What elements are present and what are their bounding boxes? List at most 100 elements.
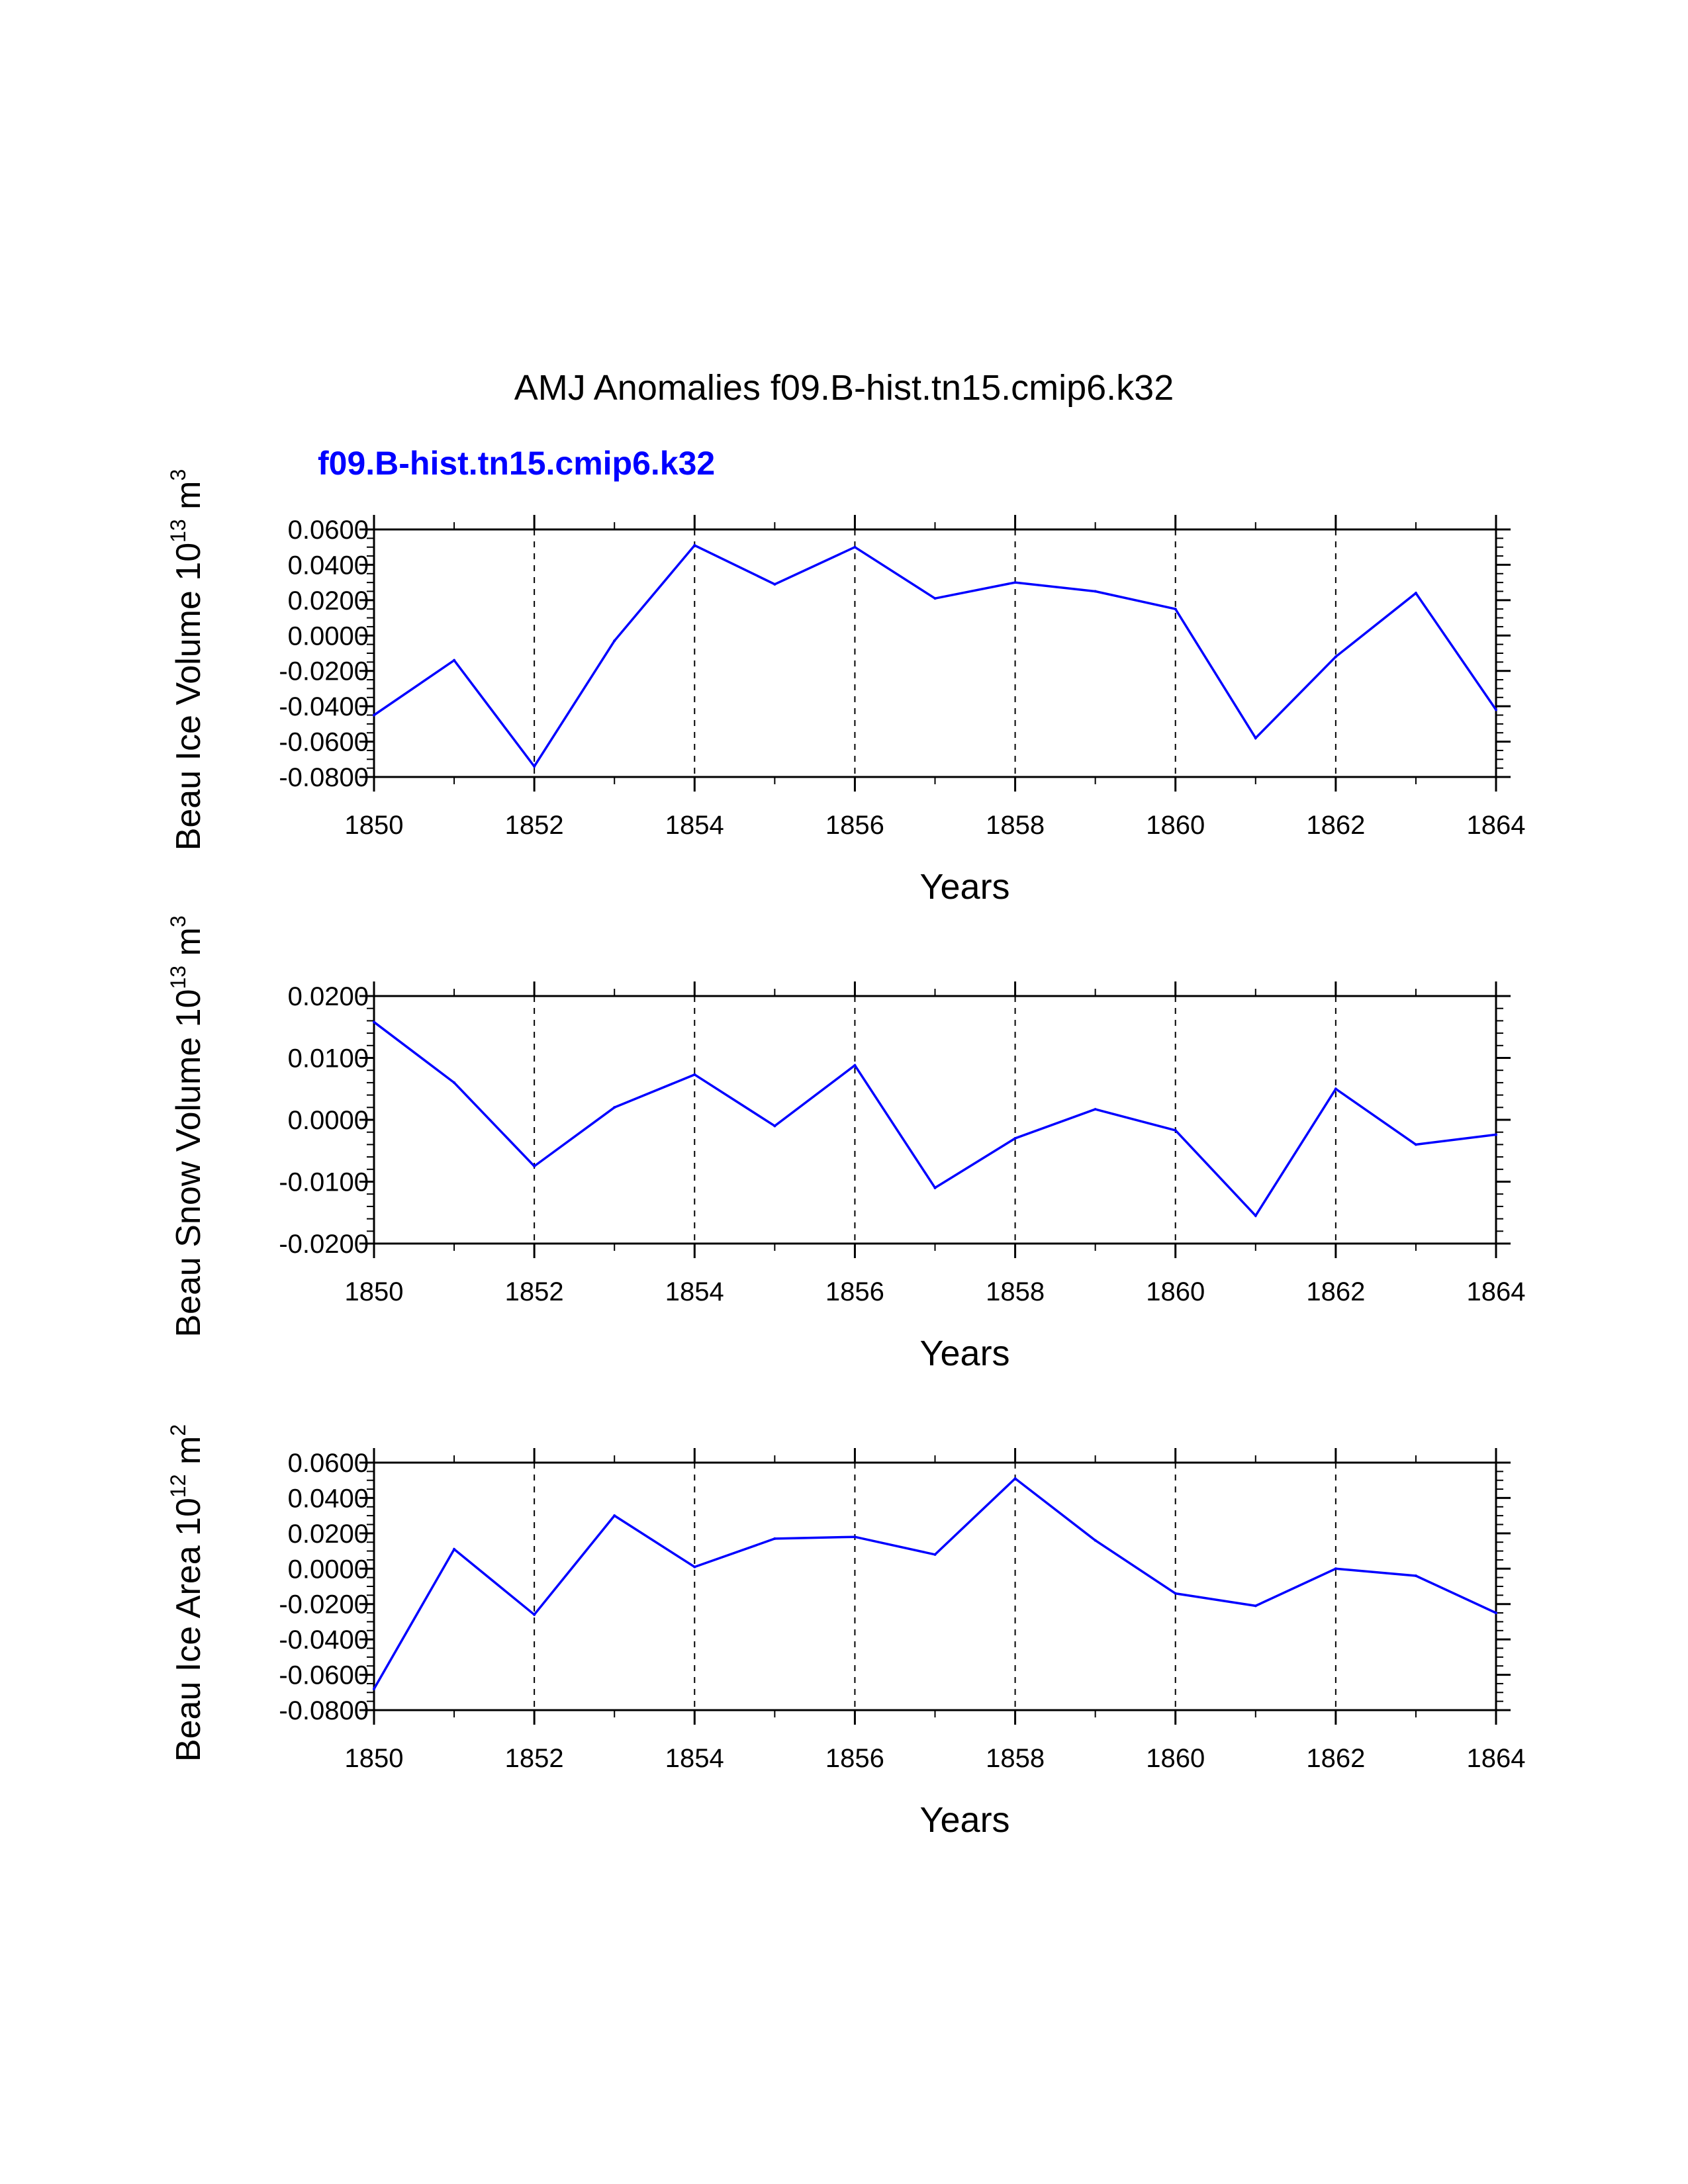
- data-point: [773, 582, 776, 586]
- x-tick-label: 1860: [1146, 811, 1205, 840]
- data-point: [453, 1547, 456, 1551]
- data-point: [693, 1073, 696, 1076]
- data-point: [1174, 1592, 1177, 1595]
- panels: 0.0600 0.0400 0.0200 0.0000 -0.0200 -0.0400 -0…: [166, 469, 1525, 1840]
- data-point: [1094, 1539, 1097, 1542]
- data-point: [1414, 1143, 1417, 1146]
- x-tick-label: 1856: [825, 1744, 884, 1773]
- x-tick-label: 1854: [665, 811, 724, 840]
- y-tick-label: 0.0600: [288, 516, 369, 545]
- x-tick-label: 1864: [1467, 1744, 1526, 1773]
- y-tick-label: -0.0800: [279, 763, 369, 792]
- data-point: [1495, 708, 1497, 711]
- y-tick-label: -0.0200: [279, 1590, 369, 1619]
- data-point: [1013, 1477, 1017, 1480]
- data-point: [533, 1165, 536, 1168]
- data-point: [773, 1537, 776, 1540]
- data-point: [933, 1186, 937, 1189]
- figure-title: AMJ Anomalies f09.B-hist.tn15.cmip6.k32: [514, 368, 1174, 408]
- data-point: [1174, 608, 1177, 611]
- y-tick-label: 0.0600: [288, 1449, 369, 1478]
- panel-snow-volume: 0.0200 0.0100 0.0000 -0.0100 -0.0200 1850 1852…: [166, 915, 1525, 1373]
- data-point: [1414, 592, 1417, 595]
- x-tick-label: 1852: [505, 1744, 564, 1773]
- data-point: [853, 545, 857, 549]
- data-point: [373, 1687, 375, 1690]
- data-point: [1495, 1612, 1497, 1615]
- y-axis-label: Beau Ice Area 1012 m2: [166, 1424, 208, 1762]
- x-tick-label: 1858: [986, 1277, 1045, 1306]
- x-tick-label: 1864: [1467, 811, 1526, 840]
- x-tick-label: 1852: [505, 811, 564, 840]
- data-point: [1254, 737, 1257, 740]
- series-line: [373, 1477, 1497, 1690]
- x-tick-label: 1850: [345, 811, 404, 840]
- y-axis-label: Beau Snow Volume 1013 m3: [166, 915, 208, 1337]
- data-point: [1094, 590, 1097, 593]
- plot-frame: [373, 995, 1497, 1245]
- data-point: [613, 639, 616, 643]
- x-tick-label: 1860: [1146, 1744, 1205, 1773]
- x-axis-label: Years: [919, 1334, 1009, 1373]
- figure-subtitle: f09.B-hist.tn15.cmip6.k32: [318, 445, 715, 482]
- y-tick-label: 0.0400: [288, 1484, 369, 1513]
- y-tick-label: 0.0000: [288, 1106, 369, 1135]
- data-point: [1013, 581, 1017, 584]
- y-tick-label: -0.0600: [279, 728, 369, 757]
- data-point: [853, 1535, 857, 1539]
- x-tick-label: 1852: [505, 1277, 564, 1306]
- plot-frame: [373, 528, 1497, 778]
- data-point: [1495, 1133, 1497, 1136]
- y-tick-label: 0.0000: [288, 621, 369, 651]
- data-point: [533, 1613, 536, 1616]
- x-tick-label: 1858: [986, 1744, 1045, 1773]
- data-point: [373, 1021, 375, 1024]
- data-point: [1334, 1087, 1337, 1091]
- y-tick-label: -0.0600: [279, 1661, 369, 1690]
- y-tick-label: -0.0200: [279, 657, 369, 686]
- x-tick-label: 1862: [1306, 811, 1365, 840]
- y-tick-label: 0.0100: [288, 1044, 369, 1073]
- plot-frame: [373, 1461, 1497, 1711]
- data-point: [693, 544, 696, 547]
- y-tick-label: 0.0400: [288, 551, 369, 580]
- x-tick-label: 1864: [1467, 1277, 1526, 1306]
- y-tick-label: 0.0200: [288, 586, 369, 615]
- series-line: [373, 543, 1497, 769]
- x-tick-label: 1854: [665, 1744, 724, 1773]
- data-point: [853, 1064, 857, 1067]
- data-point: [533, 764, 536, 768]
- data-point: [613, 1514, 616, 1518]
- y-tick-label: -0.0800: [279, 1696, 369, 1725]
- y-tick-label: 0.0200: [288, 1520, 369, 1549]
- data-point: [933, 1553, 937, 1556]
- y-tick-label: -0.0400: [279, 1625, 369, 1655]
- data-point: [1254, 1214, 1257, 1217]
- data-point: [1334, 1567, 1337, 1570]
- x-axis-label: Years: [919, 867, 1009, 907]
- y-tick-label: -0.0400: [279, 692, 369, 721]
- x-tick-label: 1858: [986, 811, 1045, 840]
- x-tick-label: 1856: [825, 811, 884, 840]
- x-tick-label: 1862: [1306, 1277, 1365, 1306]
- panel-ice-volume: 0.0600 0.0400 0.0200 0.0000 -0.0200 -0.0400 -0…: [166, 469, 1525, 907]
- panel-ice-area: 0.0600 0.0400 0.0200 0.0000 -0.0200 -0.0400 -0…: [166, 1424, 1525, 1840]
- x-tick-label: 1856: [825, 1277, 884, 1306]
- data-point: [933, 597, 937, 600]
- x-tick-label: 1854: [665, 1277, 724, 1306]
- x-tick-label: 1850: [345, 1744, 404, 1773]
- y-tick-label: 0.0200: [288, 982, 369, 1011]
- y-tick-label: -0.0200: [279, 1230, 369, 1259]
- data-point: [1254, 1604, 1257, 1608]
- data-point: [453, 1081, 456, 1084]
- data-point: [613, 1106, 616, 1109]
- data-point: [1414, 1574, 1417, 1577]
- data-point: [1334, 655, 1337, 659]
- data-point: [373, 713, 375, 717]
- y-tick-label: -0.0100: [279, 1168, 369, 1197]
- data-point: [693, 1565, 696, 1569]
- data-point: [1094, 1108, 1097, 1111]
- data-point: [1013, 1137, 1017, 1140]
- y-tick-label: 0.0000: [288, 1555, 369, 1584]
